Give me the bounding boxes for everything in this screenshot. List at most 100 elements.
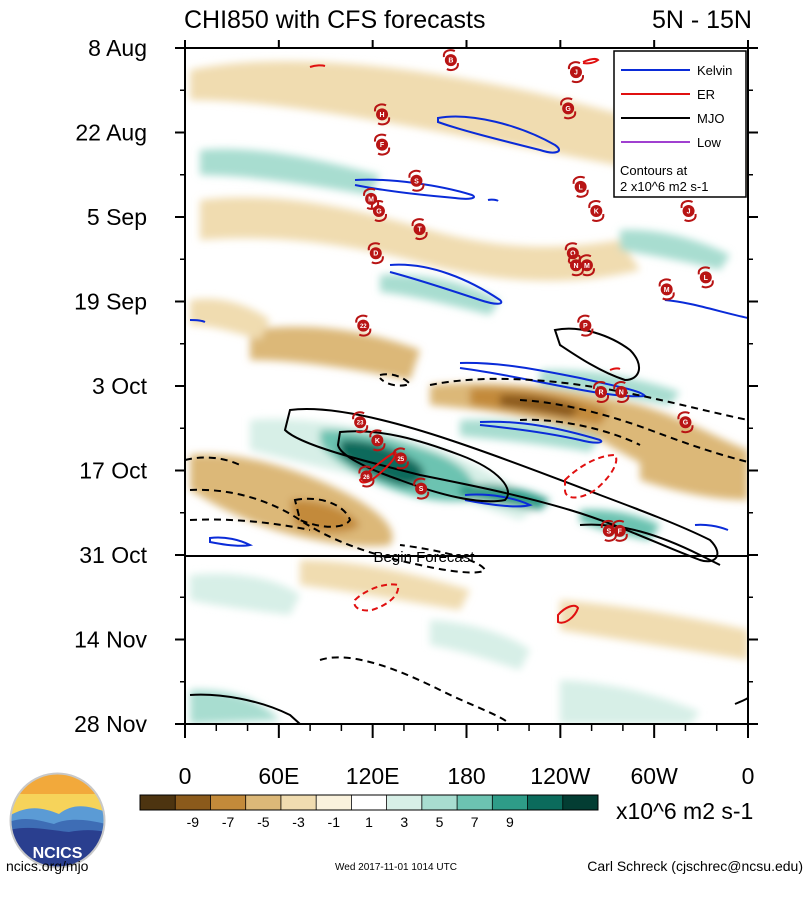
shade-wet-1 — [200, 149, 380, 195]
kelvin-contour — [464, 493, 533, 508]
colorbar-cell — [351, 795, 388, 810]
footer-site-link[interactable]: ncics.org/mjo — [6, 858, 89, 874]
colorbar-label: -9 — [187, 814, 200, 830]
shade-wet-11 — [190, 689, 280, 724]
colorbar: -9 -7 -5 -3 -1 1 3 5 7 9 — [139, 794, 599, 830]
x-tick-label: 60W — [631, 763, 679, 789]
y-tick-label: 8 Aug — [88, 35, 147, 61]
storm-label: D — [373, 251, 378, 258]
colorbar-label: 7 — [471, 814, 479, 830]
storm-label: L — [579, 184, 584, 191]
shade-dry-11 — [560, 600, 748, 660]
storm-label: T — [417, 227, 422, 234]
ncics-logo: NCICS — [9, 772, 106, 869]
colorbar-frame — [139, 794, 599, 811]
x-tick-label: 180 — [447, 763, 485, 789]
y-tick-label: 17 Oct — [79, 458, 147, 484]
kelvin-contours — [189, 115, 748, 547]
storm-marker: G — [370, 200, 387, 222]
storm-label: S — [419, 486, 424, 493]
mjo-contour — [189, 693, 301, 724]
mjo-dashed-contour — [189, 488, 487, 574]
shade-dry-1 — [190, 61, 748, 190]
kelvin-contour — [209, 536, 254, 547]
storm-marker: 25 — [392, 447, 409, 470]
mjo-dashed-contour — [189, 518, 311, 531]
shade-dry-3 — [250, 326, 420, 380]
shade-wet-12 — [430, 620, 530, 670]
storm-label: K — [594, 208, 599, 215]
colorbar-label: -1 — [328, 814, 341, 830]
storm-label: N — [619, 390, 624, 397]
storm-marker: M — [578, 254, 595, 277]
storm-label: G — [565, 106, 571, 113]
storm-label: R — [598, 390, 603, 397]
mjo-contour — [336, 430, 509, 503]
colorbar-label: -5 — [257, 814, 270, 830]
y-tick-label: 19 Sep — [74, 289, 147, 315]
storm-marker: T — [411, 218, 428, 240]
storm-marker: G — [677, 411, 694, 434]
storm-label: J — [574, 70, 578, 77]
shade-wet-10 — [190, 573, 300, 615]
logo-text: NCICS — [33, 845, 83, 862]
storm-marker: L — [572, 175, 589, 198]
y-tick-label: 31 Oct — [79, 542, 147, 568]
er-contour — [353, 583, 400, 612]
storm-label: S — [606, 528, 611, 535]
storm-label: B — [448, 58, 453, 65]
storm-marker: J — [680, 200, 697, 222]
mjo-dashed-contour — [185, 456, 241, 466]
legend: Kelvin ER MJO Low Contours at 2 x10^6 m2 s-… — [613, 50, 747, 198]
kelvin-contour — [479, 420, 603, 444]
shade-wet-14 — [560, 680, 700, 724]
storm-label: G — [376, 208, 382, 215]
mjo-contour — [283, 408, 719, 563]
kelvin-contour — [487, 198, 499, 202]
storm-label: 25 — [397, 457, 404, 463]
storm-label: F — [618, 528, 623, 535]
colorbar-cell — [457, 795, 493, 810]
colorbar-label: 5 — [436, 814, 444, 830]
storm-marker: N — [613, 381, 630, 403]
x-tick-label: 120E — [346, 763, 400, 789]
storm-marker: B — [442, 49, 459, 71]
colorbar-cell — [527, 795, 564, 810]
colorbar-units: x10^6 m2 s-1 — [616, 798, 753, 824]
chart-subtitle: 5N - 15N — [652, 6, 752, 34]
storm-label: F — [380, 142, 385, 149]
shade-dry-9 — [640, 454, 748, 500]
kelvin-contour — [389, 263, 503, 305]
storm-marker: J — [567, 61, 584, 84]
shade-wet-13 — [620, 229, 730, 270]
chart-title: CHI850 with CFS forecasts — [184, 6, 486, 34]
storm-marker: P — [577, 314, 594, 337]
colorbar-label: 1 — [365, 814, 373, 830]
x-tick-label: 0 — [742, 763, 755, 789]
colorbar-cell — [245, 795, 282, 810]
mjo-dashed-contour — [519, 418, 641, 446]
legend-note-line1: Contours at — [620, 163, 688, 178]
er-contour — [557, 604, 580, 624]
storm-label: 26 — [363, 475, 370, 481]
mjo-dashed-contour — [293, 497, 352, 528]
x-tick-label: 0 — [179, 763, 192, 789]
storm-marker: K — [588, 200, 605, 222]
storm-label: M — [584, 263, 590, 270]
storm-label: O — [570, 251, 576, 258]
mjo-contour — [579, 523, 721, 566]
storm-marker: S — [413, 477, 430, 500]
storm-marker: K — [369, 429, 386, 452]
storm-marker: F — [611, 519, 628, 542]
colorbar-cell — [140, 795, 176, 810]
colorbar-label: 3 — [400, 814, 408, 830]
legend-label: ER — [697, 87, 715, 102]
storm-label: J — [687, 208, 691, 215]
axes: 8 Aug 22 Aug 5 Sep 19 Sep 3 Oct 17 Oct 31 Oct 1… — [74, 35, 758, 789]
storm-label: S — [414, 178, 419, 185]
storm-marker: 22 — [355, 314, 372, 337]
y-tick-label: 3 Oct — [92, 373, 148, 399]
er-contour — [564, 453, 618, 499]
colorbar-label: -7 — [222, 814, 235, 830]
